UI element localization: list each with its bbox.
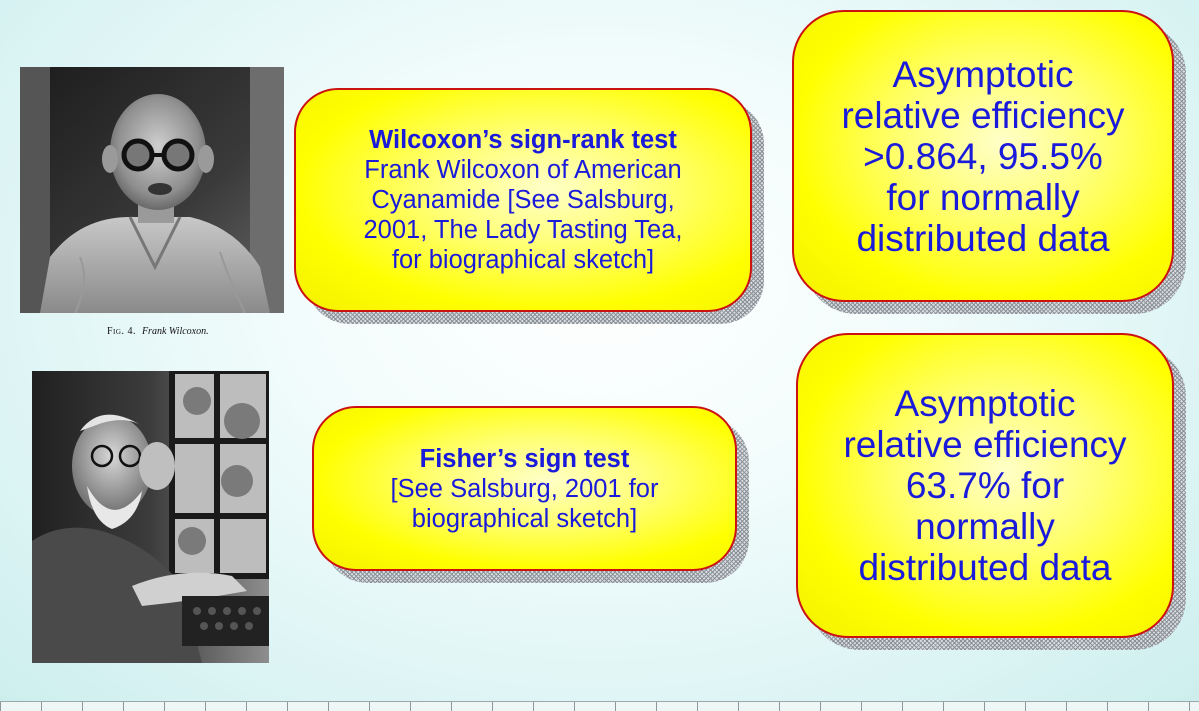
efficiency-bottom-line: relative efficiency — [843, 424, 1127, 465]
efficiency-bottom-callout: Asymptotic relative efficiency 63.7% for… — [796, 333, 1186, 650]
callout-box: Wilcoxon’s sign-rank test Frank Wilcoxon… — [294, 88, 752, 312]
fisher-title: Fisher’s sign test — [419, 444, 630, 473]
caption-fig-label: Fig. 4. — [107, 326, 136, 337]
wilcoxon-line: Frank Wilcoxon of American — [364, 156, 682, 184]
fisher-callout: Fisher’s sign test [See Salsburg, 2001 f… — [312, 406, 749, 583]
efficiency-top-line: relative efficiency — [841, 94, 1125, 136]
callout-box: Asymptotic relative efficiency 63.7% for… — [796, 333, 1174, 638]
wilcoxon-photo-caption: Fig. 4. Frank Wilcoxon. — [107, 326, 209, 337]
efficiency-bottom-line: distributed data — [858, 547, 1112, 588]
efficiency-bottom-line: normally — [915, 506, 1055, 547]
fisher-line: biographical sketch] — [411, 504, 638, 533]
wilcoxon-photo — [20, 67, 284, 313]
wilcoxon-line: for biographical sketch] — [391, 246, 655, 274]
callout-box: Fisher’s sign test [See Salsburg, 2001 f… — [312, 406, 737, 571]
wilcoxon-line: 2001, The Lady Tasting Tea, — [363, 216, 683, 244]
efficiency-top-line: Asymptotic — [892, 53, 1074, 95]
fisher-line: [See Salsburg, 2001 for — [390, 474, 659, 503]
ruler-strip — [0, 701, 1199, 711]
efficiency-bottom-line: 63.7% for — [905, 465, 1065, 506]
efficiency-top-line: >0.864, 95.5% — [863, 135, 1103, 177]
efficiency-top-callout: Asymptotic relative efficiency >0.864, 9… — [792, 10, 1186, 314]
efficiency-top-line: for normally — [886, 176, 1080, 218]
efficiency-bottom-line: Asymptotic — [894, 383, 1076, 424]
fisher-photo — [32, 371, 269, 663]
caption-name: Frank Wilcoxon. — [141, 326, 209, 337]
efficiency-top-line: distributed data — [856, 217, 1110, 259]
wilcoxon-title: Wilcoxon’s sign-rank test — [369, 126, 677, 154]
wilcoxon-callout: Wilcoxon’s sign-rank test Frank Wilcoxon… — [294, 88, 764, 324]
wilcoxon-line: Cyanamide [See Salsburg, — [371, 186, 675, 214]
callout-box: Asymptotic relative efficiency >0.864, 9… — [792, 10, 1174, 302]
